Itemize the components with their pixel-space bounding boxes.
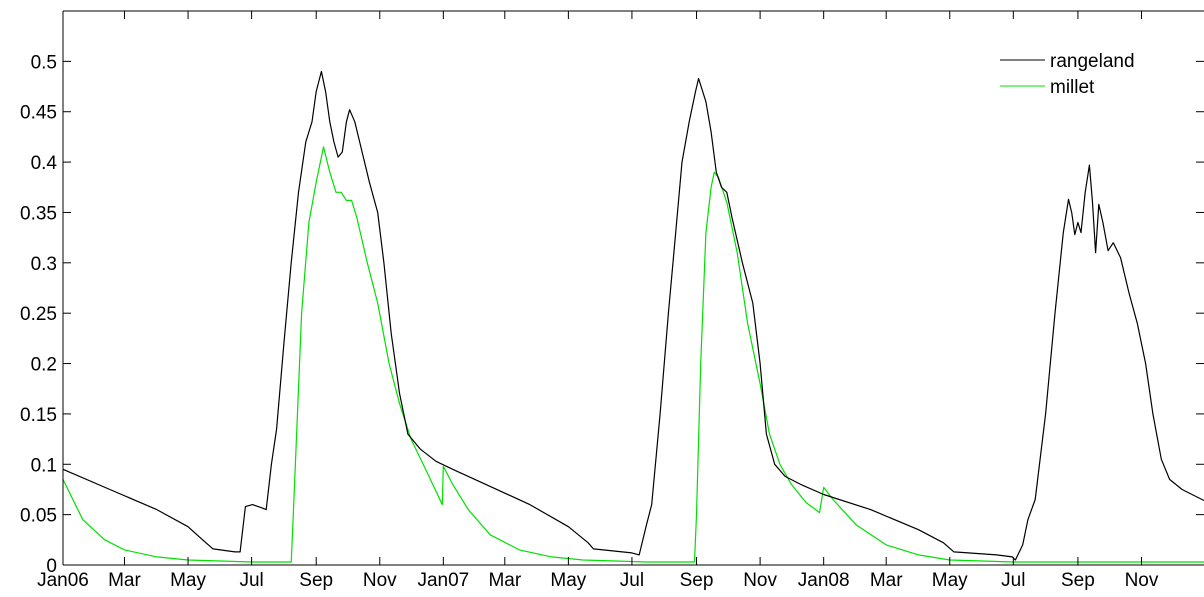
y-tick-label: 0.35 [20, 203, 57, 224]
x-tick-label: May [932, 570, 968, 591]
axis-layer [62, 10, 1204, 566]
x-tick-label: Nov [1125, 570, 1159, 591]
tick-layer: 0 0.05 0.1 0.15 0.2 0.25 0.3 0.35 0.4 0.45 0.5 Jan0… [20, 11, 1204, 591]
x-tick-label: Jul [1001, 570, 1025, 591]
y-tick-label: 0 [46, 556, 57, 577]
legend-label-rangeland: rangeland [1050, 51, 1135, 72]
x-tick-label: Jul [239, 570, 263, 591]
x-tick-label: Jan07 [417, 570, 469, 591]
x-tick-label: Nov [363, 570, 397, 591]
y-tick-label: 0.5 [31, 52, 57, 73]
y-tick-label: 0.1 [31, 455, 57, 476]
x-tick-label: Sep [299, 570, 333, 591]
y-tick-label: 0.4 [31, 153, 58, 174]
x-tick-label: May [550, 570, 586, 591]
x-tick-label: Jan06 [37, 570, 89, 591]
legend: rangeland millet [1000, 51, 1135, 98]
y-tick-label: 0.25 [20, 304, 57, 325]
series-line-rangeland [62, 70, 1204, 561]
x-tick-label: Jul [620, 570, 644, 591]
x-tick-label: Nov [743, 570, 777, 591]
y-tick-label: 0.45 [20, 103, 57, 124]
x-tick-label: May [170, 570, 206, 591]
series-line-millet [62, 146, 1204, 563]
x-tick-label: Jan08 [798, 570, 850, 591]
legend-label-millet: millet [1050, 77, 1095, 98]
x-tick-label: Mar [488, 570, 521, 591]
x-tick-label: Sep [680, 570, 714, 591]
x-tick-label: Sep [1061, 570, 1095, 591]
x-tick-label: Mar [870, 570, 903, 591]
x-tick-label: Mar [108, 570, 141, 591]
y-tick-label: 0.05 [20, 506, 57, 527]
y-tick-label: 0.3 [31, 254, 57, 275]
series-layer [62, 70, 1204, 563]
y-tick-label: 0.15 [20, 405, 57, 426]
plot-area [63, 11, 1204, 565]
y-tick-label: 0.2 [31, 355, 57, 376]
